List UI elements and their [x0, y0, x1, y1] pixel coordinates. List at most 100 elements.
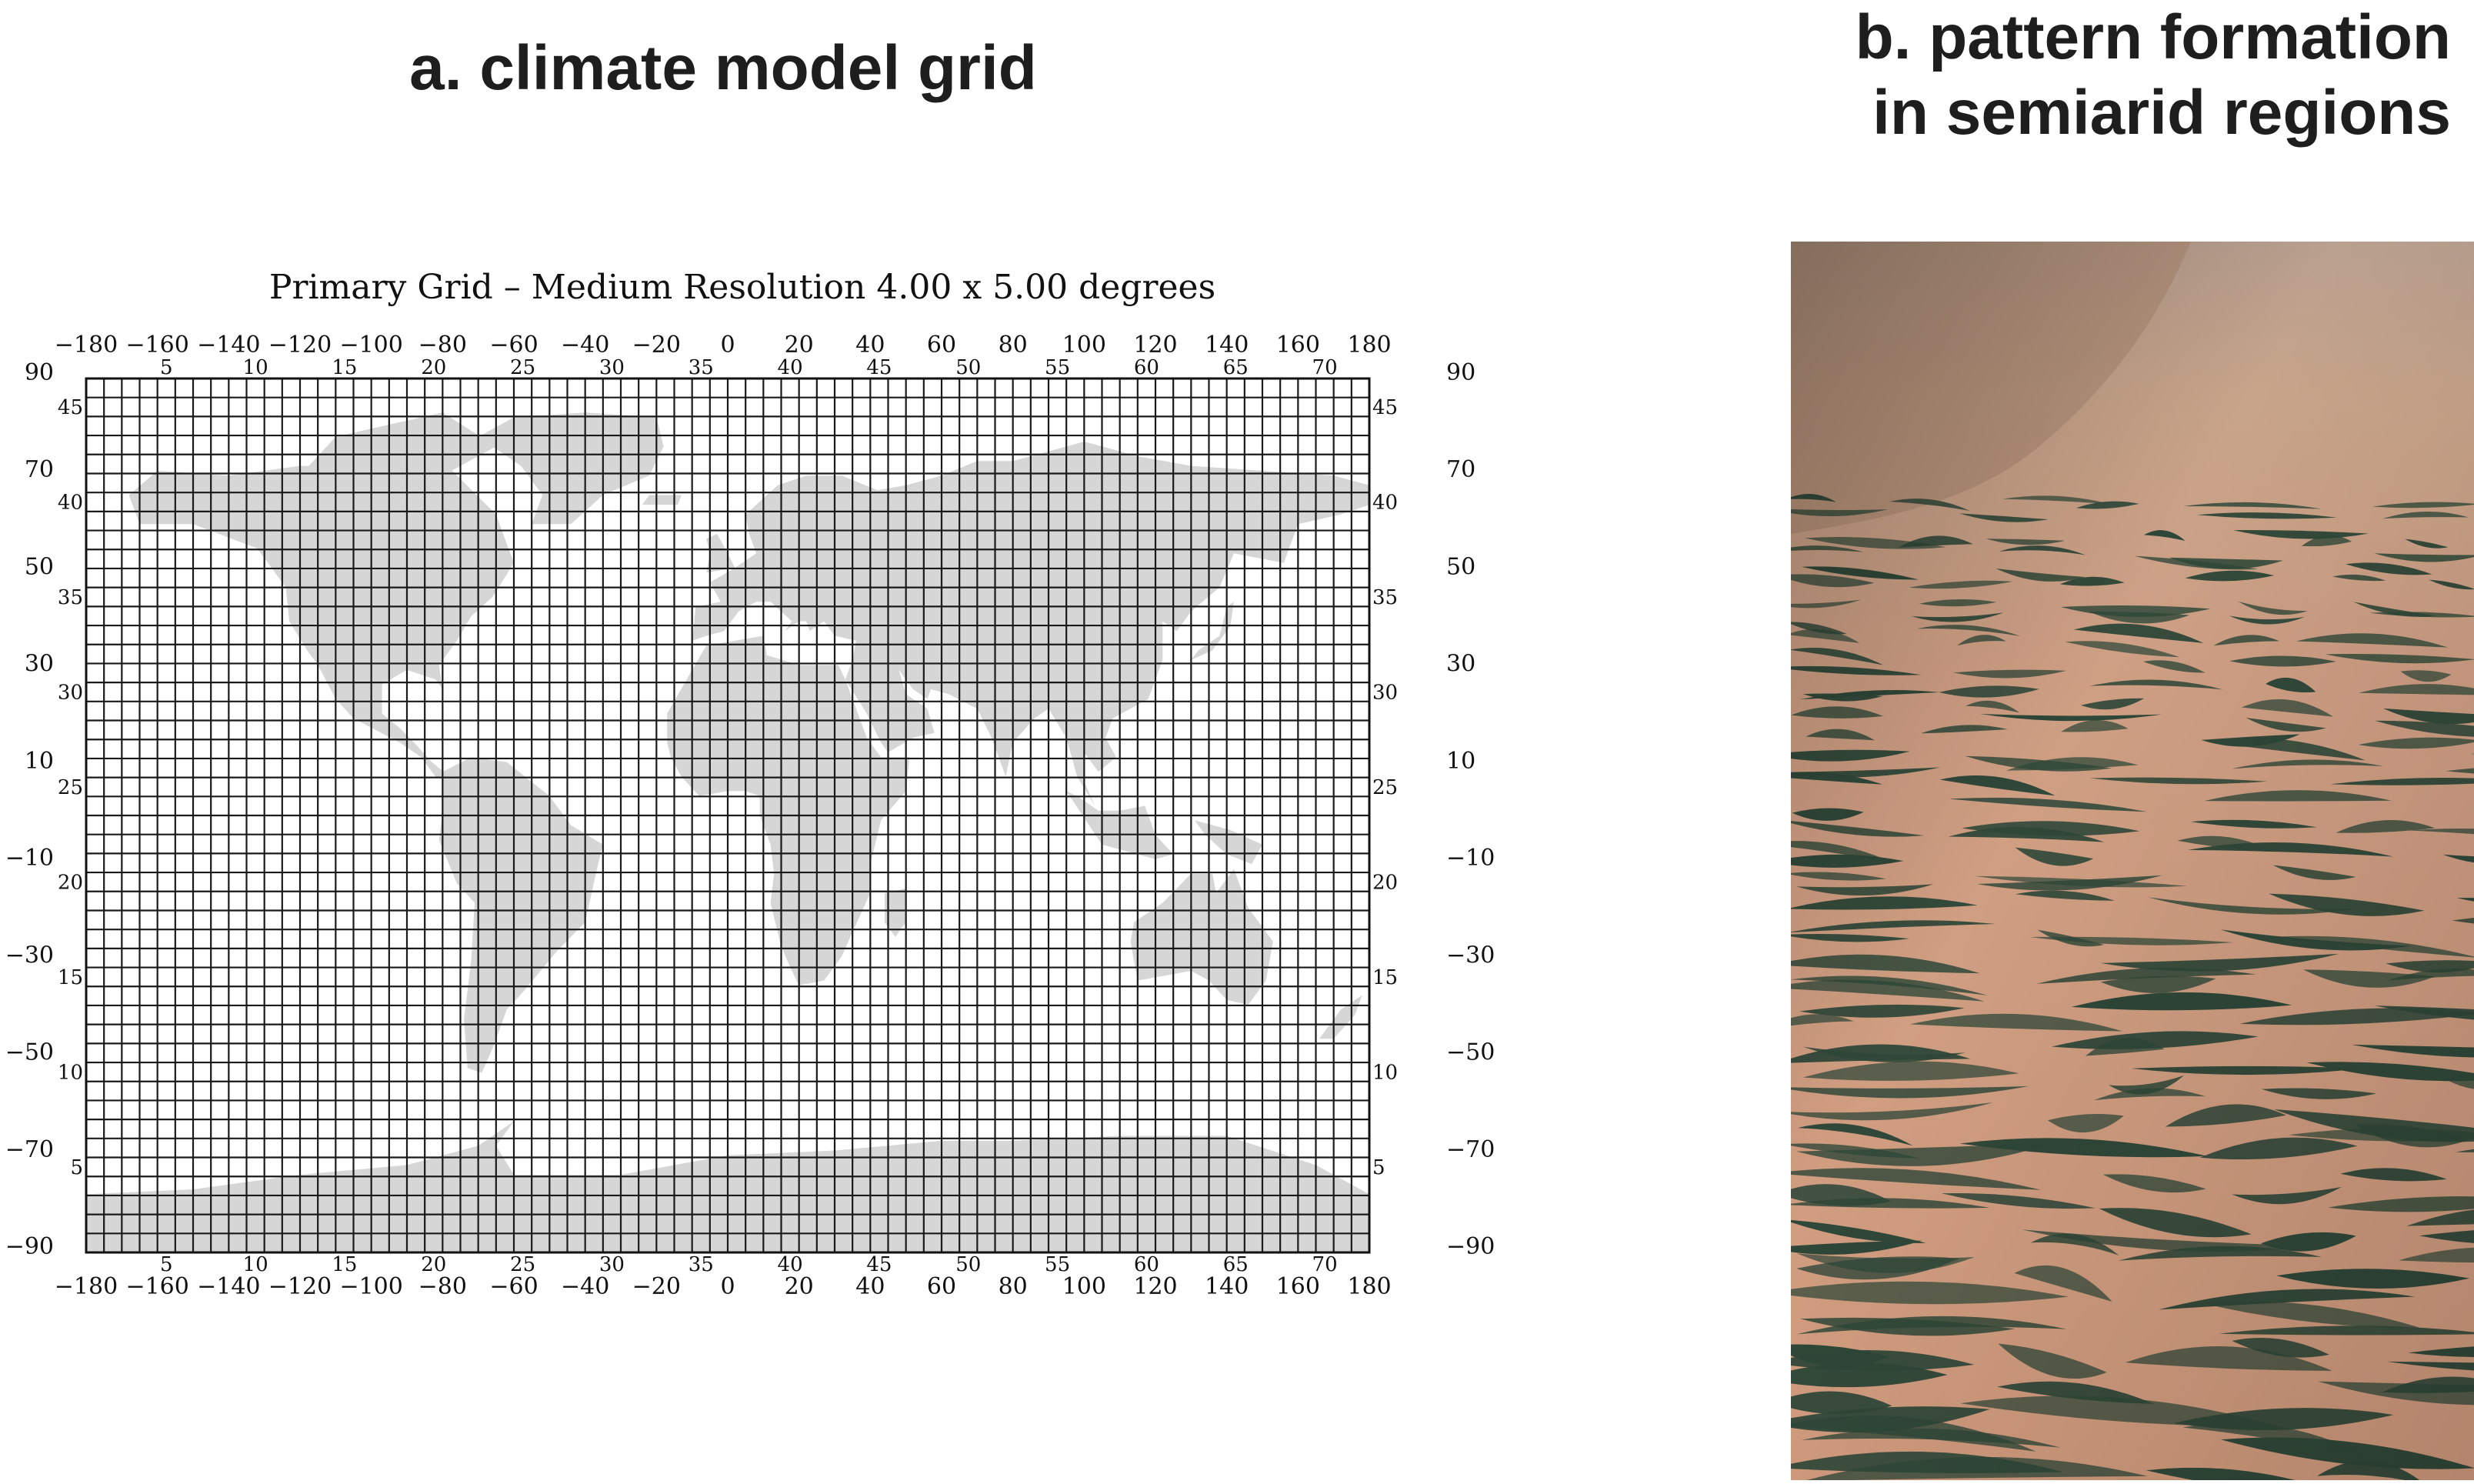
- row-index-label: 30: [58, 681, 83, 704]
- col-index-label: 65: [1223, 356, 1249, 379]
- lat-label: −90: [1446, 1233, 1495, 1260]
- lon-label: 0: [720, 1273, 735, 1300]
- col-index-label: 45: [866, 356, 892, 379]
- lon-label: −140: [197, 1273, 260, 1300]
- lon-label: −80: [418, 1273, 467, 1300]
- row-index-label: 20: [1372, 871, 1398, 894]
- col-index-label: 30: [599, 356, 625, 379]
- col-index-label: 20: [421, 1253, 446, 1276]
- land-madagascar: [884, 888, 906, 937]
- lat-label: −70: [5, 1136, 54, 1163]
- lat-label: 10: [1446, 748, 1475, 775]
- col-index-label: 25: [510, 1253, 535, 1276]
- lon-label: 140: [1205, 1273, 1249, 1300]
- col-index-label: 40: [778, 356, 803, 379]
- col-index-label: 50: [955, 1253, 981, 1276]
- land-north-america: [128, 461, 514, 777]
- lon-label: −40: [561, 1273, 609, 1300]
- lon-label: −180: [55, 332, 118, 358]
- lon-label: 40: [855, 332, 885, 358]
- land-new-guinea: [1195, 820, 1262, 865]
- row-index-label: 20: [58, 871, 83, 894]
- lat-label: −10: [5, 845, 54, 872]
- latitude-labels-left: 90 70 50 30 10 −10 −30 −50 −70 −90: [5, 359, 54, 1260]
- lon-label: −120: [268, 332, 332, 358]
- col-index-label: 65: [1223, 1253, 1249, 1276]
- lon-label: 0: [720, 332, 735, 358]
- lon-label: 20: [785, 1273, 814, 1300]
- row-index-label: 10: [1372, 1061, 1398, 1084]
- lon-label: −60: [489, 332, 538, 358]
- lon-label: 160: [1276, 1273, 1320, 1300]
- lat-label: −70: [1446, 1136, 1495, 1163]
- lon-label: 160: [1276, 332, 1320, 358]
- semiarid-vegetation-pattern-photo: [1791, 242, 2474, 1480]
- lon-label: −60: [489, 1273, 538, 1300]
- col-index-label: 10: [243, 1253, 268, 1276]
- row-index-labels-left: 45 40 35 30 25 20 15 10 5: [58, 396, 83, 1179]
- row-index-label: 25: [58, 776, 83, 799]
- row-index-label: 35: [1372, 586, 1398, 609]
- lat-label: 10: [25, 748, 54, 775]
- col-index-label: 55: [1045, 356, 1070, 379]
- col-index-label: 5: [160, 356, 173, 379]
- row-index-label: 40: [1372, 492, 1398, 515]
- col-index-label: 55: [1045, 1253, 1070, 1276]
- lon-label: 120: [1133, 1273, 1177, 1300]
- col-index-label: 40: [778, 1253, 803, 1276]
- col-index-label: 60: [1134, 1253, 1159, 1276]
- col-index-label: 25: [510, 356, 535, 379]
- lat-label: 70: [25, 456, 54, 483]
- lon-label: −120: [268, 1273, 332, 1300]
- col-index-label: 50: [955, 356, 981, 379]
- lat-label: 50: [25, 553, 54, 580]
- lat-label: −50: [1446, 1039, 1495, 1066]
- col-index-label: 35: [689, 1253, 714, 1276]
- row-index-label: 30: [1372, 681, 1398, 704]
- panel-b-title-line1: b. pattern formation: [1855, 2, 2451, 72]
- lon-label: 80: [999, 1273, 1028, 1300]
- col-index-label: 10: [243, 356, 268, 379]
- lon-label: 100: [1062, 332, 1106, 358]
- lon-label: −100: [339, 1273, 402, 1300]
- lon-label: −100: [339, 332, 402, 358]
- land-new-zealand: [1319, 995, 1362, 1039]
- column-index-labels-top: 5 10 15 20 25 30 35 40 45 50 55 60 65 70: [160, 356, 1338, 379]
- lat-label: −30: [1446, 942, 1495, 969]
- lat-label: 70: [1446, 456, 1475, 483]
- col-index-label: 45: [866, 1253, 892, 1276]
- panel-b-title-line2: in semiarid regions: [1872, 78, 2451, 148]
- lon-label: 140: [1205, 332, 1249, 358]
- col-index-label: 30: [599, 1253, 625, 1276]
- row-index-label: 10: [58, 1061, 83, 1084]
- row-index-label: 45: [1372, 396, 1398, 419]
- panel-a-title: a. climate model grid: [409, 33, 1037, 103]
- col-index-label: 15: [332, 356, 357, 379]
- lon-label: −160: [125, 1273, 188, 1300]
- lat-label: −10: [1446, 845, 1495, 872]
- col-index-label: 60: [1134, 356, 1159, 379]
- land-greenland: [478, 412, 664, 525]
- lat-label: 50: [1446, 553, 1475, 580]
- map-title: Primary Grid – Medium Resolution 4.00 x …: [269, 268, 1215, 307]
- row-index-label: 5: [70, 1156, 83, 1179]
- row-index-label: 15: [1372, 966, 1398, 989]
- lon-label: −40: [561, 332, 609, 358]
- lat-label: 30: [1446, 651, 1475, 678]
- lon-label: 60: [927, 1273, 956, 1300]
- lon-label: 100: [1062, 1273, 1106, 1300]
- row-index-label: 5: [1372, 1156, 1385, 1179]
- latitude-labels-right: 90 70 50 30 10 −10 −30 −50 −70 −90: [1446, 359, 1495, 1260]
- panel-b-title: b. pattern formation in semiarid regions: [1759, 0, 2451, 152]
- row-index-label: 15: [58, 966, 83, 989]
- lat-label: −30: [5, 942, 54, 969]
- col-index-label: 70: [1312, 1253, 1338, 1276]
- lat-label: 90: [25, 359, 54, 386]
- column-index-labels-bottom: 5 10 15 20 25 30 35 40 45 50 55 60 65 70: [160, 1253, 1338, 1276]
- lon-label: 80: [999, 332, 1028, 358]
- land-south-america: [438, 757, 603, 1073]
- lon-label: 180: [1347, 332, 1391, 358]
- lat-label: −90: [5, 1233, 54, 1260]
- land-arctic-islands: [300, 412, 496, 476]
- lon-label: −160: [125, 332, 188, 358]
